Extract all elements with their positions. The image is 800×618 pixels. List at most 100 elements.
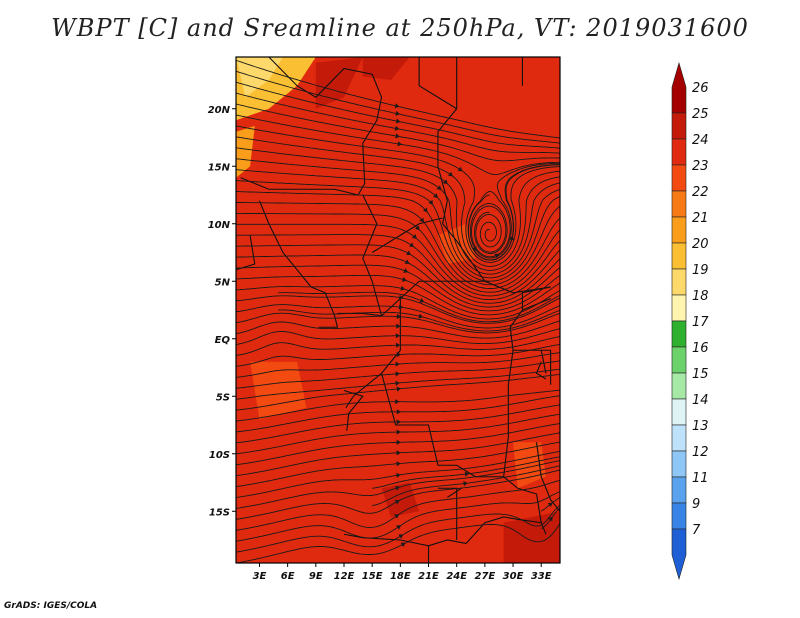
border-line-27 — [535, 361, 547, 380]
streamline-arrow-26 — [395, 333, 401, 339]
map-area — [235, 56, 561, 564]
streamline-5 — [236, 114, 560, 176]
streamline-7 — [236, 136, 560, 267]
streamline-25 — [236, 320, 560, 339]
streamline-arrow-32 — [396, 386, 402, 392]
colorbar-swatch-1 — [671, 112, 687, 140]
border-line-2 — [437, 57, 551, 294]
colorbar-label-6: 20 — [692, 237, 709, 252]
colorbar-swatch-14 — [671, 450, 687, 478]
border-line-10 — [362, 194, 383, 316]
border-line-24 — [503, 476, 542, 523]
streamline-arrow-43 — [394, 514, 400, 519]
x-tick-label-6: 21E — [418, 571, 439, 582]
colorbar-label-2: 24 — [692, 133, 709, 148]
y-tick-label-6: 10S — [209, 450, 230, 461]
streamline-arrow-24 — [396, 313, 402, 320]
border-line-23 — [535, 442, 560, 512]
streamline-arrow-5 — [397, 141, 403, 147]
colorbar-swatch-7 — [671, 268, 687, 296]
streamline-3 — [236, 92, 560, 154]
streamline-11 — [236, 180, 560, 282]
colorbar-swatch-4 — [671, 190, 687, 218]
streamline-9 — [236, 158, 560, 275]
map-frame — [235, 56, 561, 564]
streamline-arrow-36 — [396, 429, 401, 435]
streamline-arrow-2 — [395, 118, 401, 124]
streamline-arrow-50 — [548, 516, 553, 522]
colorbar-label-12: 14 — [692, 393, 709, 408]
streamline-arrow-44 — [396, 525, 402, 530]
streamline-49 — [468, 164, 560, 261]
colorbar-swatch-5 — [671, 216, 687, 244]
x-tick-label-0: 3E — [253, 571, 267, 582]
streamline-30 — [236, 360, 560, 389]
streamline-arrow-18 — [404, 259, 410, 264]
colorbar-label-15: 11 — [692, 471, 709, 486]
streamline-arrow-0 — [394, 103, 400, 109]
streamline-4 — [236, 103, 560, 162]
x-tick-label-3: 12E — [334, 571, 355, 582]
streamline-31 — [236, 368, 560, 400]
streamline-arrow-11 — [428, 199, 433, 205]
colorbar-label-4: 22 — [692, 185, 709, 200]
wbpt-patch-1 — [236, 57, 283, 98]
streamline-arrow-42 — [394, 499, 400, 505]
colorbar-swatch-9 — [671, 320, 687, 348]
wbpt-patch-6 — [250, 361, 307, 420]
streamline-arrow-13 — [419, 217, 425, 223]
border-line-8 — [310, 286, 339, 328]
colorbar-bottom-triangle — [671, 528, 687, 581]
x-tick-label-10: 33E — [531, 571, 552, 582]
colorbar-swatch-15 — [671, 476, 687, 504]
colorbar-label-9: 17 — [692, 315, 709, 330]
x-tick-label-8: 27E — [474, 571, 495, 582]
x-tick-label-9: 30E — [503, 571, 524, 582]
colorbar-label-3: 23 — [692, 159, 709, 174]
x-tick-label-5: 18E — [390, 571, 411, 582]
colorbar-swatch-3 — [671, 164, 687, 192]
streamline-arrow-23 — [398, 304, 404, 310]
y-tick-label-5: 5S — [216, 392, 230, 403]
streamline-arrow-9 — [436, 185, 442, 191]
colorbar-swatch-13 — [671, 424, 687, 452]
x-tick-label-7: 24E — [446, 571, 467, 582]
streamline-arrow-29 — [395, 361, 400, 367]
colorbar-label-11: 15 — [692, 367, 709, 382]
grads-credit: GrADS: IGES/COLA — [4, 601, 98, 611]
colorbar-swatch-12 — [671, 398, 687, 426]
y-tick-label-4: EQ — [215, 335, 231, 346]
streamline-arrow-21 — [400, 285, 406, 291]
colorbar-label-5: 21 — [692, 211, 709, 226]
colorbar-swatch-2 — [671, 138, 687, 166]
border-line-7 — [258, 200, 312, 288]
streamline-arrow-53 — [464, 471, 470, 477]
border-line-3 — [418, 57, 457, 110]
streamline-arrow-17 — [406, 250, 412, 255]
streamline-arrow-16 — [408, 242, 414, 248]
streamline-arrow-6 — [457, 166, 463, 172]
y-tick-label-1: 15N — [208, 162, 231, 173]
streamline-17 — [236, 244, 560, 304]
streamline-arrow-8 — [442, 179, 448, 185]
y-tick-label-7: 15S — [209, 507, 230, 518]
border-line-26 — [540, 350, 547, 374]
colorbar-label-13: 13 — [692, 419, 709, 434]
streamline-arrow-7 — [447, 171, 453, 177]
streamline-arrow-49 — [509, 235, 515, 241]
colorbar-label-8: 18 — [692, 289, 709, 304]
streamline-arrow-34 — [396, 409, 402, 415]
streamline-arrow-54 — [418, 313, 424, 319]
streamline-arrow-1 — [395, 110, 401, 116]
streamline-arrow-12 — [422, 207, 428, 213]
streamline-45 — [236, 504, 560, 553]
streamline-22 — [236, 295, 560, 324]
border-line-0 — [268, 57, 373, 98]
streamline-arrow-52 — [463, 481, 468, 487]
streamline-arrow-48 — [472, 246, 477, 252]
colorbar-swatch-6 — [671, 242, 687, 270]
streamline-arrow-40 — [396, 472, 401, 478]
border-line-14 — [381, 373, 509, 478]
colorbar-label-14: 12 — [692, 445, 709, 460]
